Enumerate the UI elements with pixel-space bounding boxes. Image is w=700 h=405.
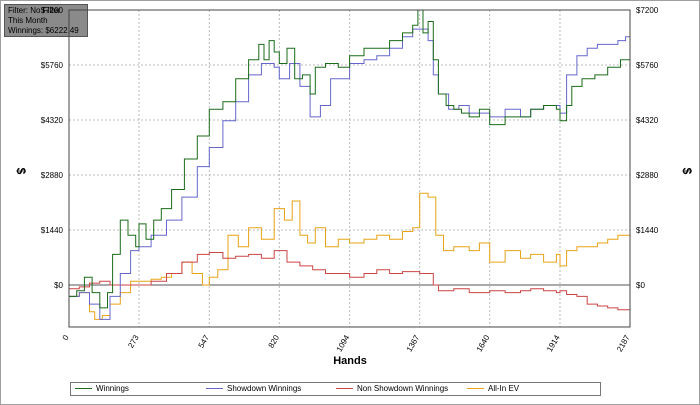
x-tick-label: 547: [197, 333, 212, 350]
filter-label: Filter: No Filter: [8, 6, 61, 15]
legend: Winnings Showdown Winnings Non Showdown …: [70, 382, 601, 396]
series-line-allin_ev: [69, 192, 631, 320]
series-lines: [69, 9, 631, 320]
y-tick-label-right: $7200: [636, 6, 659, 15]
legend-label-showdown: Showdown Winnings: [227, 384, 302, 393]
legend-label-non-showdown: Non Showdown Winnings: [357, 384, 449, 393]
legend-label-allin-ev: All-In EV: [488, 384, 520, 393]
y-tick-label-left: $4320: [41, 116, 64, 125]
legend-item-winnings: Winnings: [75, 383, 129, 395]
x-axis-label: Hands: [333, 355, 367, 367]
plot-area-border: [68, 9, 631, 328]
legend-label-winnings: Winnings: [96, 384, 129, 393]
legend-item-showdown: Showdown Winnings: [206, 383, 301, 395]
y-tick-label-right: $2880: [636, 171, 659, 180]
y-axis-label-left: $: [14, 168, 28, 175]
y-tick-label-left: $5760: [41, 61, 64, 70]
y-tick-label-right: $4320: [636, 116, 659, 125]
x-tick-label: 1640: [475, 333, 492, 353]
y-tick-label-right: $5760: [636, 61, 659, 70]
axes: [68, 9, 631, 328]
x-tick-label: 273: [126, 333, 141, 350]
series-line-showdown: [69, 21, 631, 320]
y-tick-label-right: $0: [636, 281, 645, 290]
legend-swatch-winnings: [75, 388, 92, 390]
x-tick-label: 1367: [405, 333, 422, 353]
x-tick-label: 0: [61, 333, 71, 342]
y-tick-label-left: $2880: [41, 171, 64, 180]
legend-swatch-non-showdown: [336, 388, 353, 390]
winnings-chart: $7200 $7200 $5760 $5760 $4320 $4320 $2880 $2880…: [14, 6, 694, 367]
y-axis-label-right: $: [680, 168, 694, 175]
x-tick-label: 1094: [335, 333, 352, 353]
x-tick-label: 2187: [615, 333, 632, 353]
legend-item-non-showdown: Non Showdown Winnings: [336, 383, 448, 395]
x-tick-label: 1914: [545, 333, 562, 353]
legend-swatch-allin-ev: [467, 388, 484, 390]
y-tick-label-left: $7200: [41, 6, 64, 15]
period-label: This Month: [8, 16, 48, 25]
legend-item-allin-ev: All-In EV: [467, 383, 519, 395]
y-tick-label-left: $1440: [41, 226, 64, 235]
series-line-winnings: [69, 9, 631, 309]
series-line-non_showdown: [69, 250, 630, 311]
y-tick-label-left: $0: [54, 281, 63, 290]
y-tick-label-right: $1440: [636, 226, 659, 235]
tick-labels: $7200 $7200 $5760 $5760 $4320 $4320 $2880 $2880…: [41, 6, 659, 353]
x-tick-label: 820: [267, 333, 282, 350]
legend-swatch-showdown: [206, 388, 223, 390]
winnings-total: Winnings: $6222.49: [8, 26, 79, 35]
